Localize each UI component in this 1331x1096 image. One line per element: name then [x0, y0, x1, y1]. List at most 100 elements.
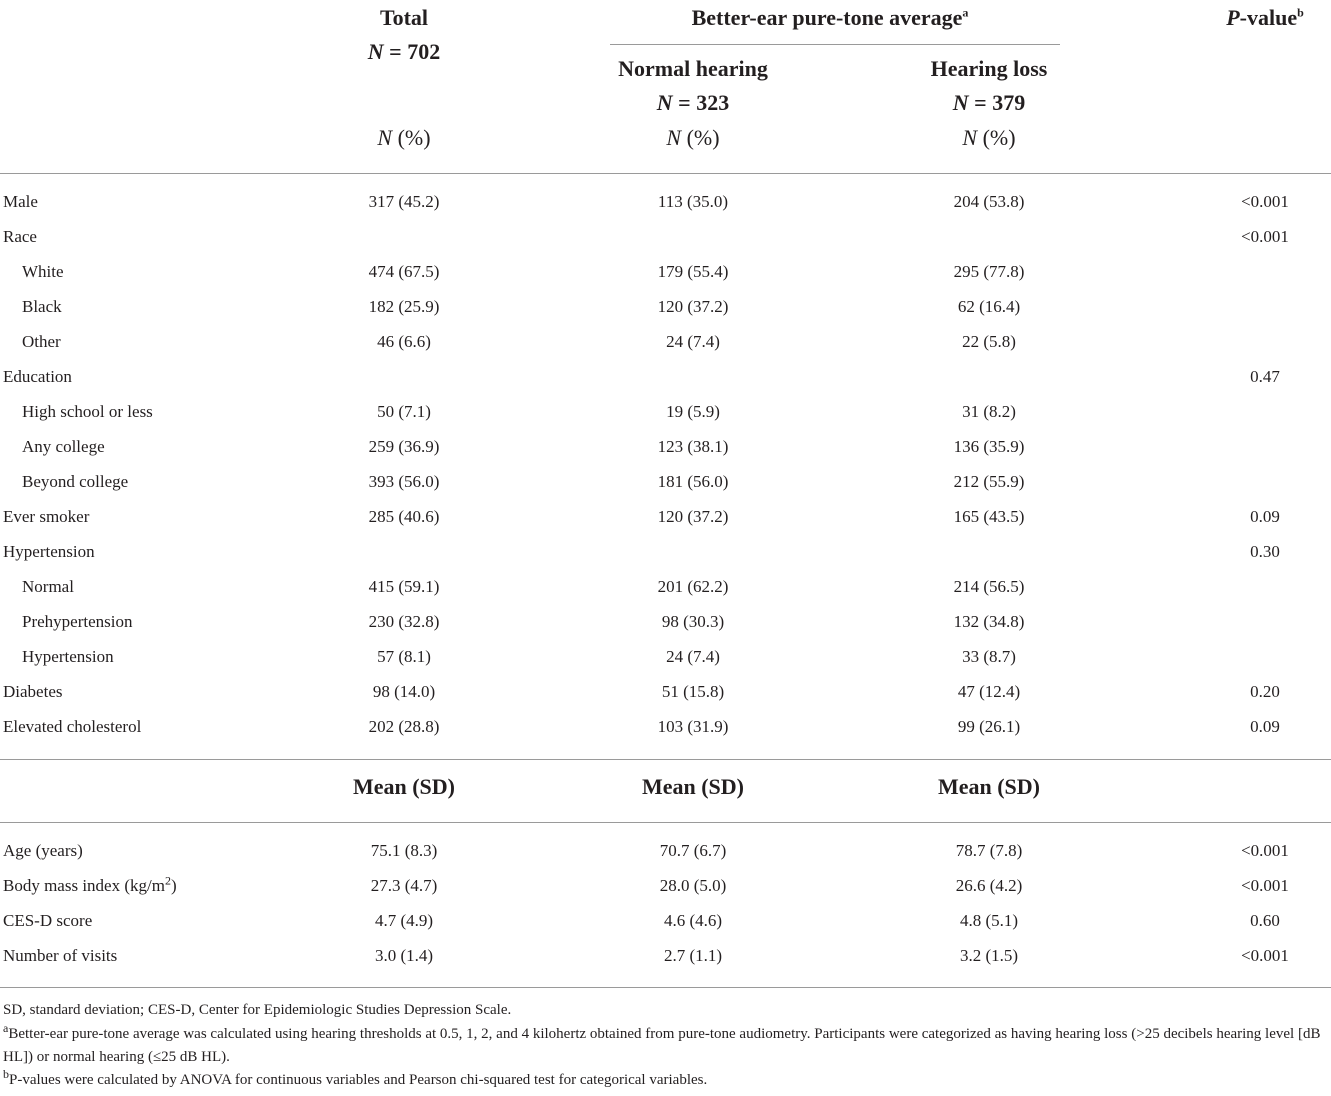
- row-label: White: [22, 262, 64, 281]
- row-label: Number of visits: [3, 946, 118, 965]
- footnote-b-text: P-values were calculated by ANOVA for co…: [9, 1072, 708, 1088]
- cell-p-value: <0.001: [1241, 946, 1289, 965]
- header-group-underline: [610, 44, 1060, 45]
- mean-header-normal: Mean (SD): [641, 774, 745, 799]
- header-normal-n: N = 323: [656, 90, 730, 115]
- cell-p-value: 0.60: [1250, 911, 1280, 930]
- cell-hearing-loss: 295 (77.8): [953, 262, 1025, 281]
- row-label: Hypertension: [22, 647, 114, 666]
- header-total-n: N = 702: [367, 39, 441, 64]
- cell-normal-hearing: 51 (15.8): [661, 682, 725, 701]
- cell-total: 285 (40.6): [368, 507, 440, 526]
- mean-header-total: Mean (SD): [352, 774, 456, 799]
- cell-hearing-loss: 62 (16.4): [957, 297, 1021, 316]
- cell-total: 27.3 (4.7): [370, 876, 438, 895]
- cell-p-value: <0.001: [1241, 876, 1289, 895]
- cell-total: 393 (56.0): [368, 472, 440, 491]
- row-label: Ever smoker: [3, 507, 90, 526]
- cell-normal-hearing: 123 (38.1): [657, 437, 729, 456]
- cell-total: 50 (7.1): [377, 402, 431, 421]
- footnote-a: aBetter-ear pure-tone average was calcul…: [3, 1021, 1328, 1069]
- section-divider-rule: [0, 759, 1331, 760]
- cell-total: 202 (28.8): [368, 717, 440, 736]
- cell-hearing-loss: 99 (26.1): [957, 717, 1021, 736]
- footnote-b-mark: b: [3, 1067, 9, 1081]
- cell-normal-hearing: 181 (56.0): [657, 472, 729, 491]
- header-pvalue: P-valueb: [1226, 5, 1304, 30]
- cell-p-value: 0.09: [1250, 507, 1280, 526]
- cell-p-value: 0.47: [1250, 367, 1280, 386]
- cell-hearing-loss: 204 (53.8): [953, 192, 1025, 211]
- cell-hearing-loss: 22 (5.8): [962, 332, 1016, 351]
- cell-normal-hearing: 98 (30.3): [661, 612, 725, 631]
- cell-hearing-loss: 212 (55.9): [953, 472, 1025, 491]
- cell-normal-hearing: 19 (5.9): [666, 402, 720, 421]
- row-label: Hypertension: [3, 542, 95, 561]
- footnote-b: bP-values were calculated by ANOVA for c…: [3, 1067, 1328, 1092]
- cell-normal-hearing: 103 (31.9): [657, 717, 729, 736]
- cell-normal-hearing: 120 (37.2): [657, 297, 729, 316]
- row-label: Elevated cholesterol: [3, 717, 142, 736]
- mean-header-loss: Mean (SD): [937, 774, 1041, 799]
- row-label: CES-D score: [3, 911, 93, 930]
- footnote-a-mark: a: [3, 1021, 9, 1035]
- row-label: Body mass index (kg/m2): [3, 873, 177, 895]
- mean-header-rule: [0, 822, 1331, 823]
- cell-normal-hearing: 2.7 (1.1): [663, 946, 723, 965]
- cell-hearing-loss: 78.7 (7.8): [955, 841, 1023, 860]
- row-label: Prehypertension: [22, 612, 133, 631]
- cell-total: 415 (59.1): [368, 577, 440, 596]
- header-group-title: Better-ear pure-tone averagea: [691, 5, 969, 30]
- cell-normal-hearing: 120 (37.2): [657, 507, 729, 526]
- cell-hearing-loss: 4.8 (5.1): [959, 911, 1019, 930]
- cell-p-value: <0.001: [1241, 841, 1289, 860]
- row-label: High school or less: [22, 402, 153, 421]
- cell-normal-hearing: 201 (62.2): [657, 577, 729, 596]
- cell-hearing-loss: 31 (8.2): [962, 402, 1016, 421]
- cell-hearing-loss: 26.6 (4.2): [955, 876, 1023, 895]
- footnote-abbreviations: SD, standard deviation; CES-D, Center fo…: [3, 1002, 512, 1018]
- cell-normal-hearing: 70.7 (6.7): [659, 841, 727, 860]
- cell-hearing-loss: 165 (43.5): [953, 507, 1025, 526]
- cell-total: 57 (8.1): [377, 647, 431, 666]
- cell-hearing-loss: 47 (12.4): [957, 682, 1021, 701]
- cell-total: 3.0 (1.4): [374, 946, 434, 965]
- cell-normal-hearing: 24 (7.4): [666, 647, 720, 666]
- cell-total: 182 (25.9): [368, 297, 440, 316]
- cell-total: 4.7 (4.9): [374, 911, 434, 930]
- row-label: Age (years): [3, 841, 83, 860]
- table-bottom-rule: [0, 987, 1331, 988]
- row-label: Normal: [22, 577, 74, 596]
- footnote-a-text: Better-ear pure-tone average was calcula…: [3, 1026, 1321, 1065]
- row-label: Race: [3, 227, 37, 246]
- row-label: Black: [22, 297, 62, 316]
- row-label: Diabetes: [3, 682, 63, 701]
- cell-normal-hearing: 179 (55.4): [657, 262, 729, 281]
- cell-total: 317 (45.2): [368, 192, 440, 211]
- header-total-title: Total: [379, 5, 429, 30]
- cell-total: 259 (36.9): [368, 437, 440, 456]
- cell-p-value: 0.30: [1250, 542, 1280, 561]
- cell-total: 46 (6.6): [377, 332, 431, 351]
- row-label: Beyond college: [22, 472, 129, 491]
- cell-hearing-loss: 3.2 (1.5): [959, 946, 1019, 965]
- row-label: Education: [3, 367, 72, 386]
- cell-hearing-loss: 136 (35.9): [953, 437, 1025, 456]
- cell-total: 75.1 (8.3): [370, 841, 438, 860]
- header-total-pct: N (%): [377, 125, 431, 150]
- cell-normal-hearing: 4.6 (4.6): [663, 911, 723, 930]
- cell-normal-hearing: 28.0 (5.0): [659, 876, 727, 895]
- cell-normal-hearing: 113 (35.0): [657, 192, 729, 211]
- cell-hearing-loss: 132 (34.8): [953, 612, 1025, 631]
- cell-hearing-loss: 214 (56.5): [953, 577, 1025, 596]
- row-label: Male: [3, 192, 38, 211]
- row-label: Other: [22, 332, 61, 351]
- cell-p-value: <0.001: [1241, 192, 1289, 211]
- header-normal-pct: N (%): [666, 125, 720, 150]
- cell-normal-hearing: 24 (7.4): [666, 332, 720, 351]
- header-loss-n: N = 379: [952, 90, 1026, 115]
- cell-total: 230 (32.8): [368, 612, 440, 631]
- header-bottom-rule: [0, 173, 1331, 174]
- cell-total: 474 (67.5): [368, 262, 440, 281]
- cell-p-value: <0.001: [1241, 227, 1289, 246]
